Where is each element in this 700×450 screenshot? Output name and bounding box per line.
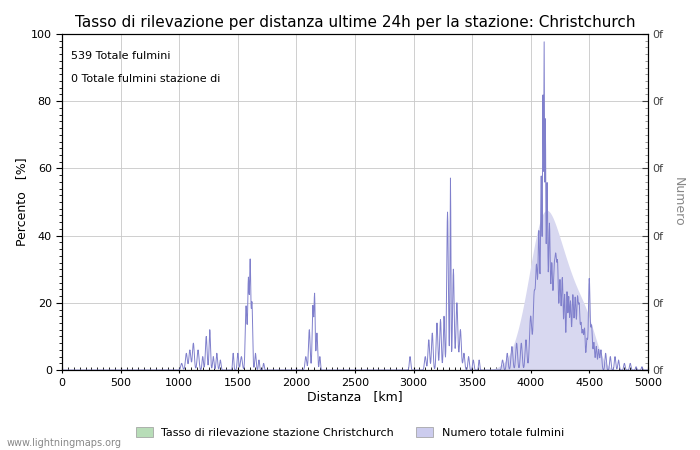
Y-axis label: Numero: Numero (672, 177, 685, 227)
Legend: Tasso di rilevazione stazione Christchurch, Numero totale fulmini: Tasso di rilevazione stazione Christchur… (132, 423, 568, 442)
Text: 539 Totale fulmini: 539 Totale fulmini (71, 51, 171, 61)
Title: Tasso di rilevazione per distanza ultime 24h per la stazione: Christchurch: Tasso di rilevazione per distanza ultime… (75, 15, 636, 30)
Y-axis label: Percento   [%]: Percento [%] (15, 158, 28, 246)
Text: www.lightningmaps.org: www.lightningmaps.org (7, 438, 122, 448)
Text: 0 Totale fulmini stazione di: 0 Totale fulmini stazione di (71, 74, 220, 84)
X-axis label: Distanza   [km]: Distanza [km] (307, 391, 402, 404)
